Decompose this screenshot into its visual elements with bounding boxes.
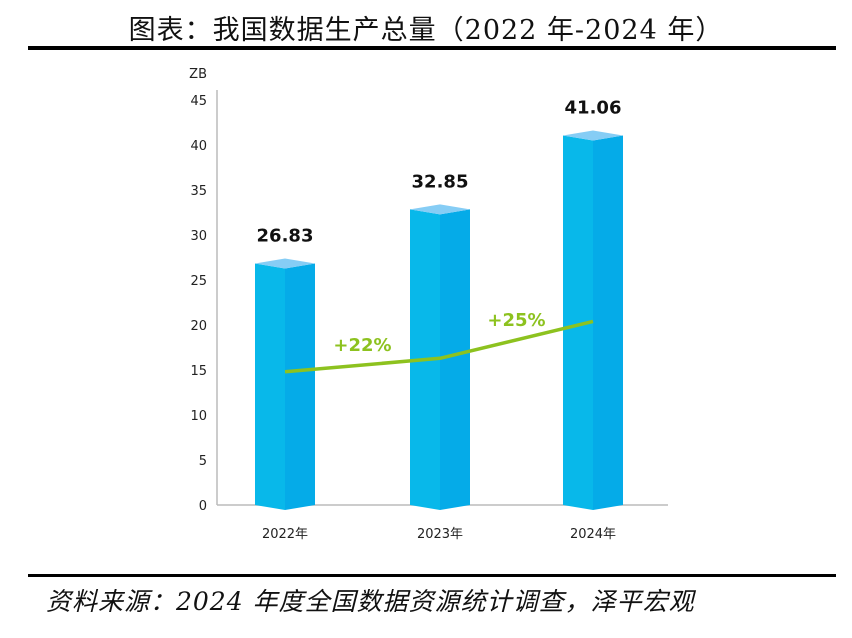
x-tick-label: 2022年 xyxy=(262,527,308,542)
trend-line xyxy=(284,319,594,374)
y-tick-label: 10 xyxy=(190,409,207,424)
bar-top xyxy=(255,258,315,269)
growth-label: +25% xyxy=(487,310,545,331)
bar-top xyxy=(410,204,470,215)
y-tick-label: 15 xyxy=(190,364,207,379)
y-tick-label: 0 xyxy=(199,499,207,514)
y-tick-label: 35 xyxy=(190,184,207,199)
y-tick-label: 30 xyxy=(190,229,207,244)
source-note: 资料来源：2024 年度全国数据资源统计调查，泽平宏观 xyxy=(46,587,695,616)
bar-front xyxy=(563,135,593,510)
y-axis-unit: ZB xyxy=(189,67,207,82)
y-tick-label: 25 xyxy=(190,274,207,289)
bar-side xyxy=(593,135,623,510)
bar-value-label: 41.06 xyxy=(565,97,622,118)
bar-side xyxy=(285,263,315,510)
bar-front xyxy=(255,263,285,510)
y-tick-label: 40 xyxy=(190,139,207,154)
y-tick-label: 20 xyxy=(190,319,207,334)
bar-side xyxy=(440,209,470,510)
y-tick-label: 5 xyxy=(199,454,207,469)
bar-top xyxy=(563,130,623,141)
source-divider xyxy=(28,574,836,577)
y-tick-label: 45 xyxy=(190,94,207,109)
bar-value-label: 26.83 xyxy=(257,226,314,247)
page-title: 图表：我国数据生产总量（2022 年-2024 年） xyxy=(128,15,724,46)
growth-label: +22% xyxy=(333,335,391,356)
x-tick-label: 2023年 xyxy=(417,527,463,542)
x-tick-label: 2024年 xyxy=(570,527,616,542)
title-divider xyxy=(28,46,836,50)
bar-value-label: 32.85 xyxy=(412,171,469,192)
